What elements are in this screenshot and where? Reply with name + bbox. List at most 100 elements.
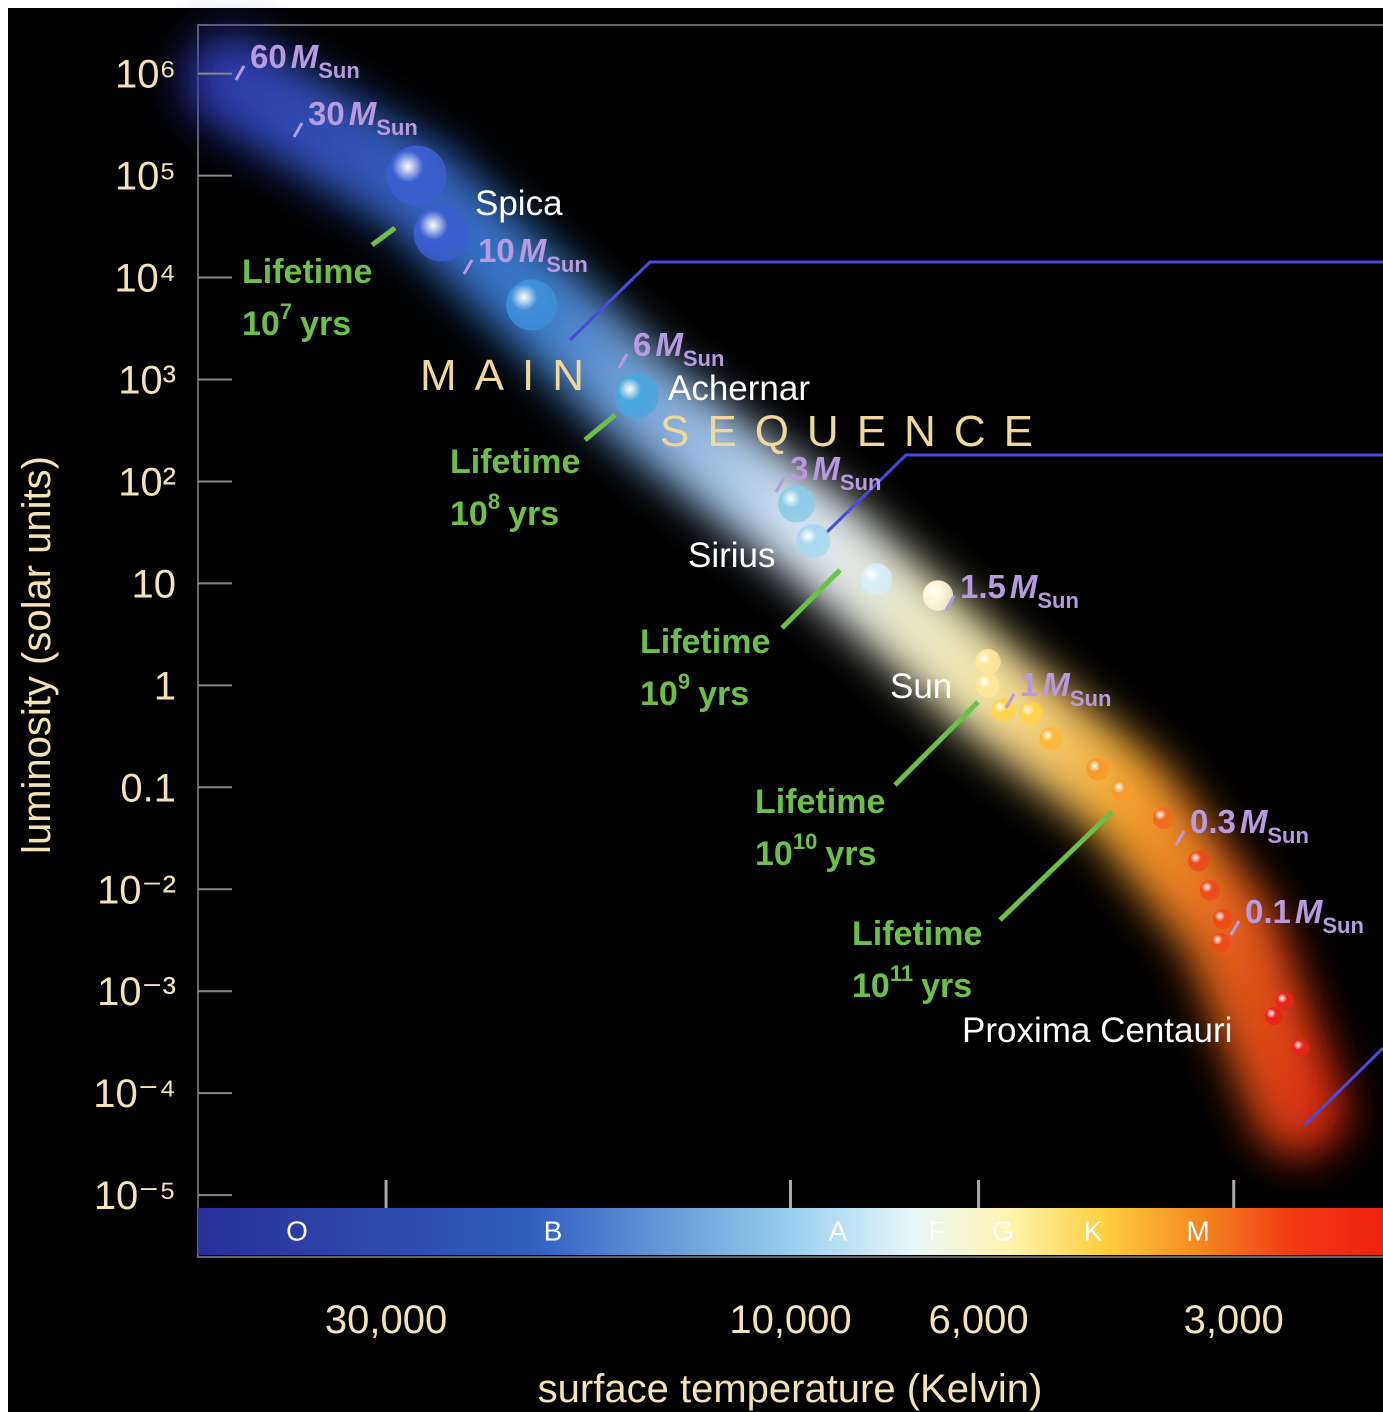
lifetime-exponent: 10	[793, 829, 817, 854]
lifetime-title: Lifetime	[242, 253, 372, 291]
star-point	[1039, 727, 1062, 750]
mass-subscript: Sun	[546, 252, 588, 277]
mass-number: 60	[250, 38, 287, 75]
star-label: Achernar	[668, 369, 810, 408]
star-point	[506, 279, 557, 330]
lifetime-title: Lifetime	[852, 915, 982, 953]
lifetime-unit: yrs	[508, 495, 559, 533]
y-tick-label: 10⁴	[114, 257, 176, 301]
y-tick-label: 10⁵	[115, 155, 176, 199]
spectral-class: K	[1084, 1215, 1103, 1246]
spectral-class: A	[829, 1215, 848, 1246]
spectral-class: B	[544, 1215, 563, 1246]
spectral-class: G	[992, 1215, 1014, 1246]
y-tick-label: 10⁻²	[97, 868, 176, 912]
star-point	[976, 673, 1000, 697]
lifetime-base: 10	[755, 835, 793, 873]
star-point	[1111, 779, 1133, 801]
sequence-label: SEQUENCE	[660, 407, 1051, 456]
mass-symbol: M	[812, 450, 841, 487]
mass-subscript: Sun	[683, 346, 725, 371]
y-tick-label: 10⁻⁵	[94, 1174, 176, 1218]
star-point	[1087, 758, 1110, 781]
star-point	[1276, 992, 1294, 1010]
background	[8, 8, 1383, 1412]
mass-symbol: M	[1042, 666, 1071, 703]
star-label: Spica	[475, 184, 563, 223]
y-tick-label: 10⁻³	[97, 970, 176, 1014]
x-tick-label: 10,000	[729, 1298, 851, 1342]
mass-number: 10	[478, 232, 515, 269]
star-point	[387, 146, 447, 206]
mass-symbol: M	[1010, 568, 1039, 605]
star-point	[414, 206, 470, 262]
mass-symbol: M	[519, 232, 548, 269]
spectral-class: M	[1186, 1215, 1209, 1246]
y-tick-label: 1	[154, 664, 176, 708]
lifetime-unit: yrs	[300, 305, 351, 343]
mass-subscript: Sun	[376, 115, 418, 140]
star-point	[1292, 1039, 1310, 1057]
mass-subscript: Sun	[1070, 686, 1112, 711]
lifetime-base: 10	[640, 675, 678, 713]
star-point	[1213, 909, 1233, 929]
star-point	[614, 374, 658, 418]
sequence-label: MAIN	[420, 351, 602, 400]
mass-number: 0.3	[1190, 803, 1236, 840]
star-point	[1265, 1007, 1283, 1025]
y-tick-label: 10²	[118, 460, 176, 504]
spectral-class: F	[928, 1215, 945, 1246]
mass-symbol: M	[291, 38, 320, 75]
lifetime-base: 10	[242, 305, 280, 343]
lifetime-unit: yrs	[921, 967, 972, 1005]
star-point	[1019, 702, 1043, 726]
spectral-class: O	[286, 1215, 308, 1246]
y-tick-label: 10	[132, 562, 177, 606]
x-tick-label: 6,000	[929, 1298, 1029, 1342]
star-point	[1188, 850, 1209, 871]
star-point	[1211, 933, 1230, 952]
mass-symbol: M	[1295, 893, 1324, 930]
mass-number: 1	[1020, 666, 1038, 703]
star-label: Proxima Centauri	[962, 1011, 1232, 1050]
x-tick-label: 30,000	[325, 1298, 447, 1342]
mass-number: 1.5	[960, 568, 1006, 605]
page: {"chart_data": { "type": "scatter", "x_l…	[0, 0, 1383, 1412]
y-tick-label: 10³	[118, 359, 176, 403]
lifetime-title: Lifetime	[450, 443, 580, 481]
mass-symbol: M	[655, 326, 684, 363]
star-point	[975, 649, 1001, 675]
star-point	[1200, 880, 1220, 900]
lifetime-exponent: 11	[890, 961, 913, 986]
lifetime-unit: yrs	[825, 835, 876, 873]
star-point	[778, 486, 815, 523]
x-tick-label: 3,000	[1184, 1298, 1284, 1342]
mass-subscript: Sun	[1037, 588, 1079, 613]
mass-number: 3	[790, 450, 808, 487]
y-tick-label: 0.1	[120, 766, 176, 810]
lifetime-base: 10	[852, 967, 890, 1005]
y-tick-label: 10⁶	[115, 53, 176, 97]
mass-number: 0.1	[1245, 893, 1291, 930]
mass-subscript: Sun	[1322, 913, 1364, 938]
chart: MAIN SEQUENCE surface temperature (Kelvi…	[0, 0, 1383, 1412]
star-point	[796, 524, 830, 558]
lifetime-base: 10	[450, 495, 488, 533]
lifetime-exponent: 8	[488, 489, 500, 514]
star-point	[1153, 807, 1175, 829]
lifetime-unit: yrs	[698, 675, 749, 713]
mass-number: 30	[308, 95, 345, 132]
mass-subscript: Sun	[318, 58, 360, 83]
mass-symbol: M	[1240, 803, 1269, 840]
lifetime-title: Lifetime	[755, 783, 885, 821]
mass-subscript: Sun	[1267, 823, 1309, 848]
lifetime-exponent: 7	[280, 299, 292, 324]
mass-subscript: Sun	[840, 470, 882, 495]
star-label: Sun	[890, 667, 952, 706]
x-axis-label: surface temperature (Kelvin)	[538, 1367, 1043, 1411]
y-tick-label: 10⁻⁴	[93, 1072, 176, 1116]
lifetime-exponent: 9	[678, 669, 690, 694]
star-point	[992, 698, 1016, 722]
star-point	[861, 563, 892, 594]
mass-number: 6	[633, 326, 651, 363]
